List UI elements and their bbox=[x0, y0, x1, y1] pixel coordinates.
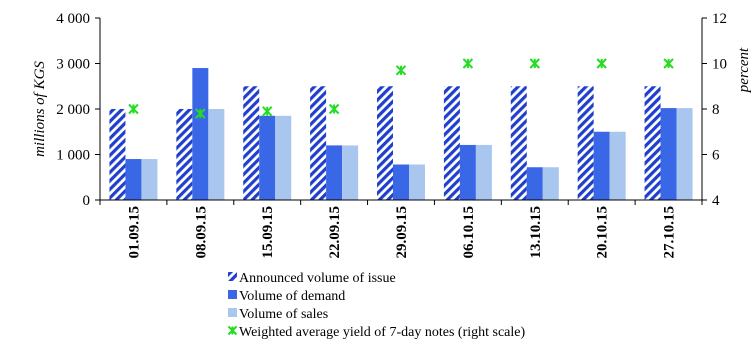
right-tick-label: 8 bbox=[712, 102, 720, 118]
yield-marker-7 bbox=[596, 58, 607, 69]
markers-layer bbox=[128, 58, 674, 119]
bar-announced-volume-of-issue-6 bbox=[510, 86, 527, 200]
bar-volume-of-sales-3 bbox=[342, 145, 359, 200]
yield-marker-3 bbox=[328, 103, 340, 115]
right-tick-label: 10 bbox=[712, 57, 727, 73]
bar-volume-of-demand-0 bbox=[125, 159, 142, 200]
yield-marker-1 bbox=[195, 108, 206, 119]
yield-marker-4 bbox=[395, 65, 407, 76]
bar-announced-volume-of-issue-2 bbox=[243, 86, 260, 200]
yield-marker-5 bbox=[462, 58, 474, 69]
legend-swatch-announced-volume-of-issue bbox=[228, 272, 237, 281]
bar-volume-of-sales-7 bbox=[609, 131, 626, 200]
bar-volume-of-demand-2 bbox=[259, 115, 276, 200]
x-tick-label: 20.10.15 bbox=[595, 206, 611, 259]
bar-volume-of-demand-5 bbox=[459, 144, 476, 200]
bar-volume-of-sales-6 bbox=[542, 167, 559, 200]
yield-marker-2 bbox=[262, 106, 273, 117]
bar-volume-of-sales-0 bbox=[141, 159, 158, 200]
x-tick-label: 15.09.15 bbox=[260, 206, 276, 259]
bar-volume-of-sales-2 bbox=[275, 115, 292, 200]
left-tick-label: 4 000 bbox=[56, 11, 90, 27]
x-tick-label: 08.09.15 bbox=[193, 206, 209, 259]
x-tick-label: 13.10.15 bbox=[528, 206, 544, 259]
x-tick-label: 29.09.15 bbox=[394, 206, 410, 259]
legend-label-announced-volume-of-issue: Announced volume of issue bbox=[239, 271, 396, 286]
legend-label-volume-of-sales: Volume of sales bbox=[239, 307, 328, 322]
bar-volume-of-demand-7 bbox=[593, 131, 610, 200]
bar-announced-volume-of-issue-3 bbox=[310, 86, 327, 200]
bar-announced-volume-of-issue-8 bbox=[644, 86, 661, 200]
y2-axis-title: percent bbox=[736, 47, 752, 93]
labels-layer: 0 1 000 2 000 3 000 4 000 4 6 8 10 12 01.09.15 08.0… bbox=[32, 11, 752, 259]
x-tick-label: 22.09.15 bbox=[327, 206, 343, 259]
left-tick-label: 1 000 bbox=[56, 148, 90, 164]
bar-volume-of-demand-6 bbox=[526, 167, 543, 200]
bar-volume-of-demand-1 bbox=[192, 68, 209, 200]
legend-swatch-volume-of-demand bbox=[228, 290, 237, 299]
axes-layer bbox=[95, 17, 707, 205]
bar-announced-volume-of-issue-5 bbox=[443, 86, 460, 200]
legend: Announced volume of issue Volume of deman… bbox=[227, 271, 525, 340]
bar-announced-volume-of-issue-1 bbox=[176, 109, 193, 200]
yield-marker-6 bbox=[529, 58, 540, 69]
bar-volume-of-demand-3 bbox=[326, 145, 343, 200]
bar-volume-of-sales-1 bbox=[208, 109, 225, 200]
bar-announced-volume-of-issue-0 bbox=[109, 109, 126, 200]
right-tick-label: 6 bbox=[712, 148, 720, 164]
yield-marker-8 bbox=[663, 58, 674, 69]
bar-volume-of-sales-5 bbox=[475, 144, 492, 200]
yield-marker-0 bbox=[128, 103, 139, 115]
x-tick-label: 27.10.15 bbox=[662, 206, 678, 259]
x-tick-label: 01.09.15 bbox=[126, 206, 142, 259]
legend-swatch-weighted-average-yield-of-7-day-notes-right-scale bbox=[227, 325, 238, 336]
bars-layer bbox=[109, 68, 693, 200]
legend-swatch-volume-of-sales bbox=[228, 308, 237, 317]
bar-volume-of-sales-4 bbox=[409, 164, 425, 200]
bar-announced-volume-of-issue-7 bbox=[577, 86, 594, 200]
legend-label-volume-of-demand: Volume of demand bbox=[239, 289, 345, 304]
bar-volume-of-demand-4 bbox=[393, 164, 409, 200]
bar-volume-of-demand-8 bbox=[660, 108, 677, 200]
y-axis-title: millions of KGS bbox=[32, 61, 48, 157]
legend-label-weighted-average-yield-of-7-day-notes-right-scale: Weighted average yield of 7-day notes (r… bbox=[239, 325, 525, 340]
bar-volume-of-sales-8 bbox=[676, 108, 693, 200]
left-tick-label: 3 000 bbox=[56, 57, 90, 73]
right-tick-label: 12 bbox=[712, 11, 727, 27]
left-tick-label: 0 bbox=[83, 193, 91, 209]
x-tick-label: 06.10.15 bbox=[461, 206, 477, 259]
bar-announced-volume-of-issue-4 bbox=[377, 86, 393, 200]
left-tick-label: 2 000 bbox=[56, 102, 90, 118]
right-tick-label: 4 bbox=[712, 193, 720, 209]
